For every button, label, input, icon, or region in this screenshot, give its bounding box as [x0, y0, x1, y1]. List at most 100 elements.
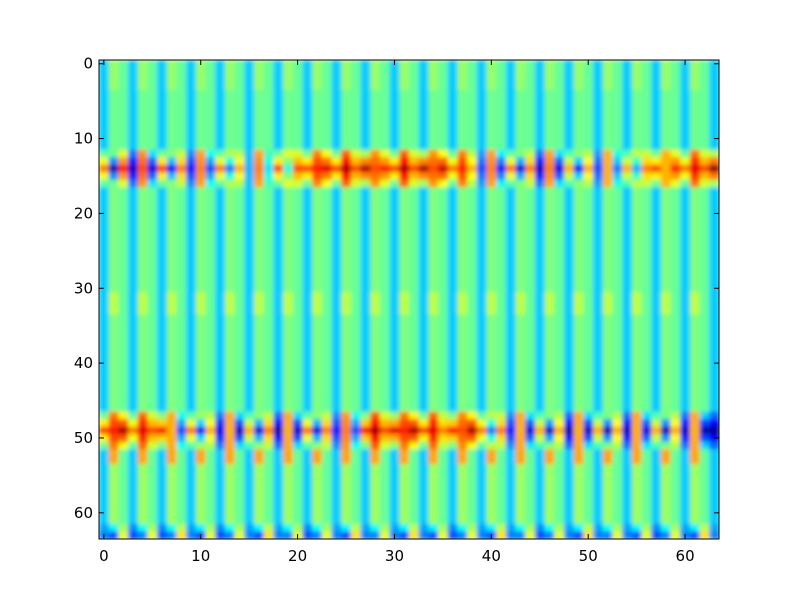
- heatmap-cell: [554, 366, 565, 375]
- heatmap-cell: [137, 464, 149, 473]
- heatmap-cell: [215, 336, 226, 345]
- heatmap-cell: [99, 232, 110, 241]
- heatmap-cell: [476, 82, 488, 91]
- heatmap-cell: [379, 524, 391, 533]
- heatmap-cell: [525, 471, 536, 480]
- heatmap-cell: [331, 262, 342, 271]
- heatmap-cell: [631, 471, 643, 480]
- heatmap-cell: [108, 389, 119, 398]
- heatmap-cell: [157, 254, 168, 263]
- heatmap-cell: [370, 179, 381, 188]
- heatmap-cell: [602, 344, 614, 353]
- heatmap-cell: [147, 149, 158, 158]
- heatmap-cell: [370, 194, 381, 203]
- heatmap-cell: [554, 254, 565, 263]
- heatmap-cell: [176, 456, 187, 465]
- heatmap-cell: [428, 232, 439, 241]
- heatmap-cell: [389, 142, 400, 151]
- heatmap-cell: [428, 381, 439, 390]
- heatmap-cell: [573, 426, 584, 435]
- heatmap-cell: [292, 501, 304, 510]
- heatmap-cell: [108, 172, 119, 181]
- heatmap-cell: [651, 134, 662, 143]
- heatmap-cell: [176, 426, 187, 435]
- heatmap-cell: [118, 404, 129, 413]
- heatmap-cell: [137, 74, 149, 84]
- heatmap-cell: [360, 254, 371, 263]
- heatmap-cell: [186, 82, 197, 91]
- heatmap-cell: [244, 524, 255, 533]
- heatmap-cell: [341, 209, 352, 218]
- heatmap-cell: [486, 284, 497, 293]
- heatmap-cell: [176, 381, 187, 390]
- heatmap-cell: [389, 389, 400, 398]
- heatmap-cell: [302, 172, 313, 181]
- heatmap-cell: [99, 202, 110, 211]
- heatmap-cell: [224, 60, 236, 69]
- heatmap-cell: [147, 127, 158, 136]
- heatmap-cell: [254, 479, 265, 488]
- heatmap-cell: [166, 262, 178, 271]
- heatmap-cell: [631, 224, 643, 233]
- heatmap-cell: [670, 164, 681, 173]
- heatmap-cell: [689, 292, 701, 301]
- heatmap-cell: [583, 314, 594, 323]
- heatmap-cell: [224, 172, 236, 181]
- heatmap-cell: [515, 306, 526, 316]
- heatmap-cell: [670, 524, 681, 533]
- heatmap-cell: [118, 501, 129, 510]
- heatmap-cell: [670, 119, 681, 128]
- heatmap-cell: [612, 232, 623, 241]
- heatmap-cell: [409, 419, 420, 428]
- heatmap-cell: [215, 74, 226, 84]
- heatmap-cell: [689, 232, 701, 241]
- heatmap-cell: [176, 524, 187, 533]
- heatmap-cell: [215, 501, 226, 510]
- heatmap-cell: [602, 82, 614, 91]
- heatmap-cell: [292, 202, 304, 211]
- heatmap-cell: [409, 104, 420, 113]
- heatmap-cell: [680, 254, 691, 263]
- heatmap-cell: [496, 127, 507, 136]
- heatmap-cell: [602, 426, 614, 435]
- heatmap-cell: [476, 172, 488, 181]
- heatmap-cell: [467, 359, 478, 368]
- heatmap-cell: [379, 501, 391, 510]
- heatmap-cell: [370, 464, 381, 473]
- heatmap-cell: [564, 426, 575, 435]
- heatmap-cell: [554, 82, 565, 91]
- heatmap-cell: [573, 67, 584, 76]
- heatmap-cell: [312, 366, 323, 375]
- heatmap-cell: [263, 142, 274, 151]
- heatmap-cell: [651, 292, 662, 301]
- heatmap-cell: [534, 366, 546, 375]
- heatmap-cell: [689, 509, 701, 518]
- heatmap-cell: [438, 449, 449, 458]
- heatmap-cell: [186, 60, 197, 69]
- heatmap-cell: [283, 359, 294, 368]
- heatmap-cell: [118, 441, 129, 450]
- heatmap-cell: [612, 179, 623, 188]
- heatmap-cell: [525, 269, 536, 278]
- heatmap-cell: [428, 321, 439, 331]
- heatmap-cell: [302, 277, 313, 286]
- heatmap-cell: [263, 321, 274, 331]
- heatmap-cell: [680, 374, 691, 383]
- heatmap-cell: [157, 494, 168, 503]
- heatmap-cell: [447, 396, 459, 405]
- heatmap-cell: [428, 60, 439, 69]
- heatmap-cell: [224, 202, 236, 211]
- heatmap-cell: [254, 351, 265, 360]
- heatmap-cell: [602, 187, 614, 196]
- heatmap-cell: [428, 411, 439, 420]
- heatmap-cell: [467, 262, 478, 271]
- heatmap-cell: [476, 344, 488, 353]
- heatmap-cell: [128, 329, 139, 338]
- heatmap-cell: [476, 404, 488, 413]
- heatmap-cell: [641, 149, 652, 158]
- heatmap-cell: [263, 67, 274, 76]
- heatmap-cell: [166, 306, 178, 316]
- heatmap-cell: [525, 142, 536, 151]
- heatmap-cell: [709, 67, 719, 76]
